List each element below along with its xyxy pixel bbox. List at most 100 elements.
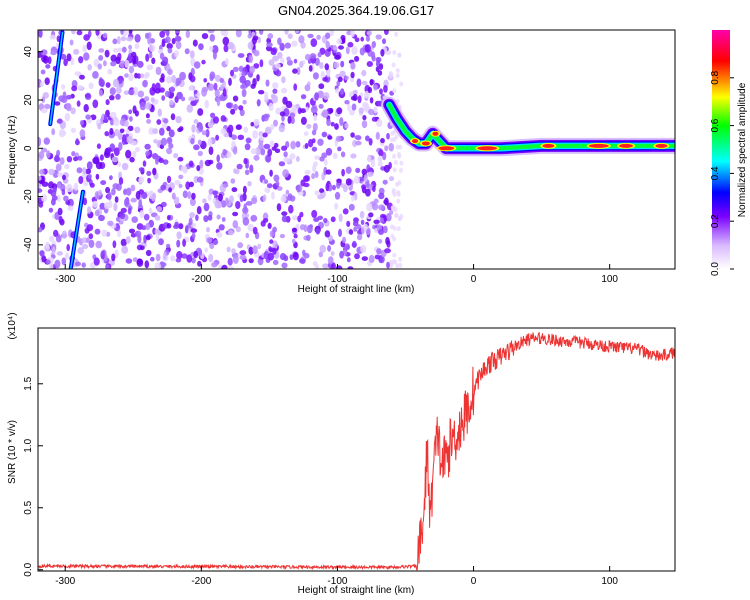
spectrogram-noise-blob [371,116,378,122]
spectrogram-noise-blob [75,261,81,267]
spectrogram-noise-blob [392,252,397,258]
spectrogram-noise-blob [334,202,339,210]
spectrogram-noise-blob [153,139,158,144]
spectrogram-noise-blob [125,258,133,264]
spectrogram-noise-blob [134,126,141,134]
spectrogram-noise-blob [69,39,74,46]
spectrogram-y-tick-label: 20 [23,94,34,106]
spectrogram-noise-blob [369,79,374,86]
spectrogram-noise-blob [384,248,391,254]
spectrogram-noise-blob [336,38,342,45]
spectrogram-noise-blob [244,143,251,151]
colorbar-label: Normalized spectral amplitude [737,82,748,217]
spectrogram-noise-blob [92,71,99,79]
spectrogram-noise-blob [112,183,120,190]
spectrogram-noise-blob [259,59,264,68]
spectrogram-noise-blob [163,118,169,124]
spectrogram-noise-blob [189,197,196,207]
spectrogram-noise-blob [128,89,135,96]
spectrogram-noise-blob [321,131,328,138]
spectrogram-noise-blob [185,181,191,190]
spectrogram-noise-blob [87,173,92,179]
spectrogram-noise-blob [317,90,324,99]
spectrogram-noise-blob [236,163,243,170]
spectrogram-noise-blob [88,239,95,248]
spectrogram-noise-blob [367,86,373,94]
spectrogram-noise-blob [130,197,137,203]
spectrogram-noise-blob [365,135,370,142]
spectrogram-noise-blob [141,191,148,200]
spectrogram-noise-blob [345,46,350,55]
spectrogram-noise-blob [291,227,298,233]
spectrogram-noise-blob [45,259,51,265]
spectrogram-noise-blob [43,55,49,64]
spectrogram-noise-blob [211,262,218,268]
spectrogram-noise-blob [237,53,245,58]
spectrogram-noise-blob [262,194,267,202]
spectrogram-noise-blob [315,228,321,235]
spectrogram-noise-blob [143,96,150,102]
spectrogram-noise-blob [384,30,389,36]
spectrogram-noise-blob [174,50,179,58]
spectrogram-noise-blob [177,156,184,162]
spectrogram-noise-blob [396,198,401,204]
spectrogram-noise-blob [188,160,194,167]
spectrogram-noise-blob [321,109,329,118]
spectrogram-noise-blob [280,195,287,203]
spectrogram-noise-blob [105,82,111,88]
spectrogram-noise-blob [334,88,340,94]
spectrogram-noise-blob [306,123,312,129]
spectrogram-noise-blob [378,229,384,235]
spectrogram-noise-blob [327,256,334,265]
spectrogram-noise-blob [128,30,133,34]
spectrogram-noise-blob [209,242,215,249]
snr-x-tick-label: 0 [471,576,477,587]
spectrogram-noise-blob [117,47,123,53]
spectrogram-noise-blob [39,169,45,175]
spectrogram-noise-blob [98,78,105,87]
spectrogram-noise-blob [138,199,143,208]
snr-x-tick-label: 100 [601,576,618,587]
spectrogram-noise-blob [318,103,324,109]
chart-title: GN04.2025.364.19.06.G17 [278,3,434,18]
spectrogram-noise-blob [279,253,287,261]
spectrogram-noise-blob [123,198,130,207]
spectrogram-noise-blob [60,95,68,104]
spectrogram-noise-blob [212,51,217,60]
spectrogram-noise-blob [330,251,335,256]
spectrogram-noise-blob [83,52,90,61]
spectrogram-noise-blob [112,78,120,88]
spectrogram-noise-blob [140,73,145,79]
spectrogram-noise-blob [332,184,336,191]
spectrogram-noise-blob [38,188,43,193]
spectrogram-noise-blob [245,232,250,239]
spectrogram-noise-blob [98,48,105,53]
spectrogram-noise-blob [324,63,330,71]
spectrogram-noise-blob [292,68,298,74]
spectrogram-noise-blob [144,260,150,269]
spectrogram-noise-blob [100,180,107,186]
spectrogram-noise-blob [311,146,318,152]
spectrogram-noise-blob [330,121,335,127]
spectrogram-noise-blob [120,207,127,214]
spectrogram-noise-blob [112,38,118,45]
spectrogram-noise-blob [112,48,119,53]
spectrogram-noise-blob [79,74,85,80]
spectrogram-noise-blob [378,149,384,157]
spectrogram-noise-blob [262,132,268,138]
spectrogram-noise-blob [65,183,73,193]
spectrogram-noise-blob [189,212,196,218]
snr-plot-area [38,328,675,571]
spectrogram-noise-blob [315,263,319,269]
spectrogram-noise-blob [129,156,135,163]
spectrogram-noise-blob [275,69,282,77]
spectrogram-streak-core [69,190,84,269]
spectrogram-noise-blob [267,252,275,261]
spectrogram-noise-blob [191,192,196,200]
spectrogram-noise-blob [242,217,250,226]
spectrogram-noise-blob [359,210,365,219]
spectrogram-noise-blob [137,90,145,98]
spectrogram-noise-blob [192,39,198,47]
spectrogram-noise-blob [48,168,55,176]
spectrogram-noise-blob [188,181,194,188]
